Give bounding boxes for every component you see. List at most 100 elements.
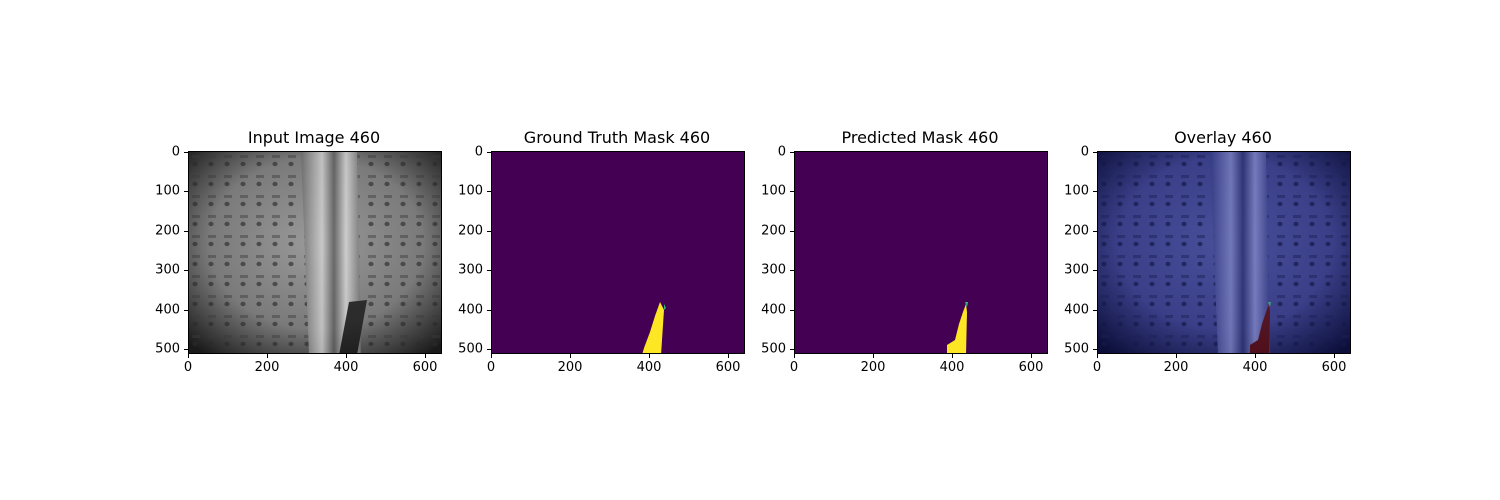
mask-graphic [492,152,744,353]
y-tick-label: 100 [1064,183,1089,199]
y-tick-label: 300 [458,262,483,278]
x-tick-mark [570,354,571,358]
y-tick-label: 300 [1064,262,1089,278]
x-tick-label: 600 [1321,360,1347,375]
y-tick-label: 300 [155,262,180,278]
y-tick-mark [487,310,491,311]
y-tick-label: 0 [1080,144,1089,160]
y-tick-label: 200 [761,223,786,239]
y-tick-label: 100 [761,183,786,199]
mask-graphic [795,152,1047,353]
y-tick-mark [487,191,491,192]
y-tick-mark [487,231,491,232]
y-tick-mark [790,231,794,232]
panel-title: Overlay 460 [1174,128,1272,147]
y-tick-label: 400 [1064,302,1089,318]
x-tick-mark [346,354,347,358]
mask-background [795,152,1047,353]
y-tick-mark [184,152,188,153]
x-tick-label: 200 [860,360,886,375]
overlay-image [1097,151,1351,354]
y-tick-mark [1093,270,1097,271]
y-tick-mark [487,152,491,153]
panel-title: Ground Truth Mask 460 [523,128,711,147]
x-tick-label: 400 [1242,360,1268,375]
x-tick-label: 0 [789,360,799,375]
y-tick-label: 0 [474,144,483,160]
y-tick-mark [790,349,794,350]
y-tick-mark [184,310,188,311]
mask-background [492,152,744,353]
x-tick-mark [728,354,729,358]
x-tick-label: 200 [557,360,583,375]
y-tick-label: 400 [761,302,786,318]
y-tick-label: 0 [171,144,180,160]
x-tick-label: 400 [333,360,359,375]
x-tick-label: 600 [412,360,438,375]
y-tick-label: 400 [458,302,483,318]
x-tick-label: 400 [636,360,662,375]
y-tick-label: 100 [155,183,180,199]
predicted-mask-image [794,151,1048,354]
x-tick-mark [873,354,874,358]
y-tick-label: 500 [458,341,483,357]
y-tick-mark [1093,349,1097,350]
y-tick-mark [184,231,188,232]
x-tick-label: 600 [1018,360,1044,375]
x-tick-mark [188,354,189,358]
overlay-graphic [1098,152,1350,353]
x-tick-mark [1255,354,1256,358]
x-tick-mark [952,354,953,358]
y-tick-label: 200 [1064,223,1089,239]
x-tick-mark [1176,354,1177,358]
panel-title: Predicted Mask 460 [841,128,999,147]
y-tick-mark [184,191,188,192]
x-tick-mark [1031,354,1032,358]
y-tick-label: 500 [1064,341,1089,357]
y-tick-mark [790,310,794,311]
x-tick-mark [794,354,795,358]
x-tick-label: 600 [715,360,741,375]
x-tick-label: 400 [939,360,965,375]
y-tick-mark [184,349,188,350]
panel-title: Input Image 460 [247,128,381,147]
y-tick-mark [184,270,188,271]
x-tick-label: 0 [1092,360,1102,375]
input-image [188,151,442,354]
y-tick-mark [1093,191,1097,192]
x-tick-mark [491,354,492,358]
y-tick-label: 500 [761,341,786,357]
x-tick-mark [425,354,426,358]
x-tick-mark [1334,354,1335,358]
mask-region [642,302,664,353]
y-tick-mark [487,349,491,350]
x-tick-label: 0 [486,360,496,375]
input-image-graphic [189,152,441,353]
y-tick-mark [790,191,794,192]
y-tick-mark [1093,152,1097,153]
x-tick-label: 200 [1163,360,1189,375]
y-tick-mark [1093,310,1097,311]
ground-truth-mask-image [491,151,745,354]
y-tick-mark [487,270,491,271]
x-tick-label: 200 [254,360,280,375]
mask-region [947,304,967,353]
y-tick-label: 300 [761,262,786,278]
y-tick-label: 400 [155,302,180,318]
x-tick-mark [649,354,650,358]
y-tick-label: 200 [458,223,483,239]
y-tick-label: 100 [458,183,483,199]
y-tick-label: 200 [155,223,180,239]
y-tick-mark [790,270,794,271]
y-tick-label: 500 [155,341,180,357]
y-tick-mark [790,152,794,153]
x-tick-mark [1097,354,1098,358]
x-tick-label: 0 [183,360,193,375]
x-tick-mark [267,354,268,358]
y-tick-label: 0 [777,144,786,160]
y-tick-mark [1093,231,1097,232]
